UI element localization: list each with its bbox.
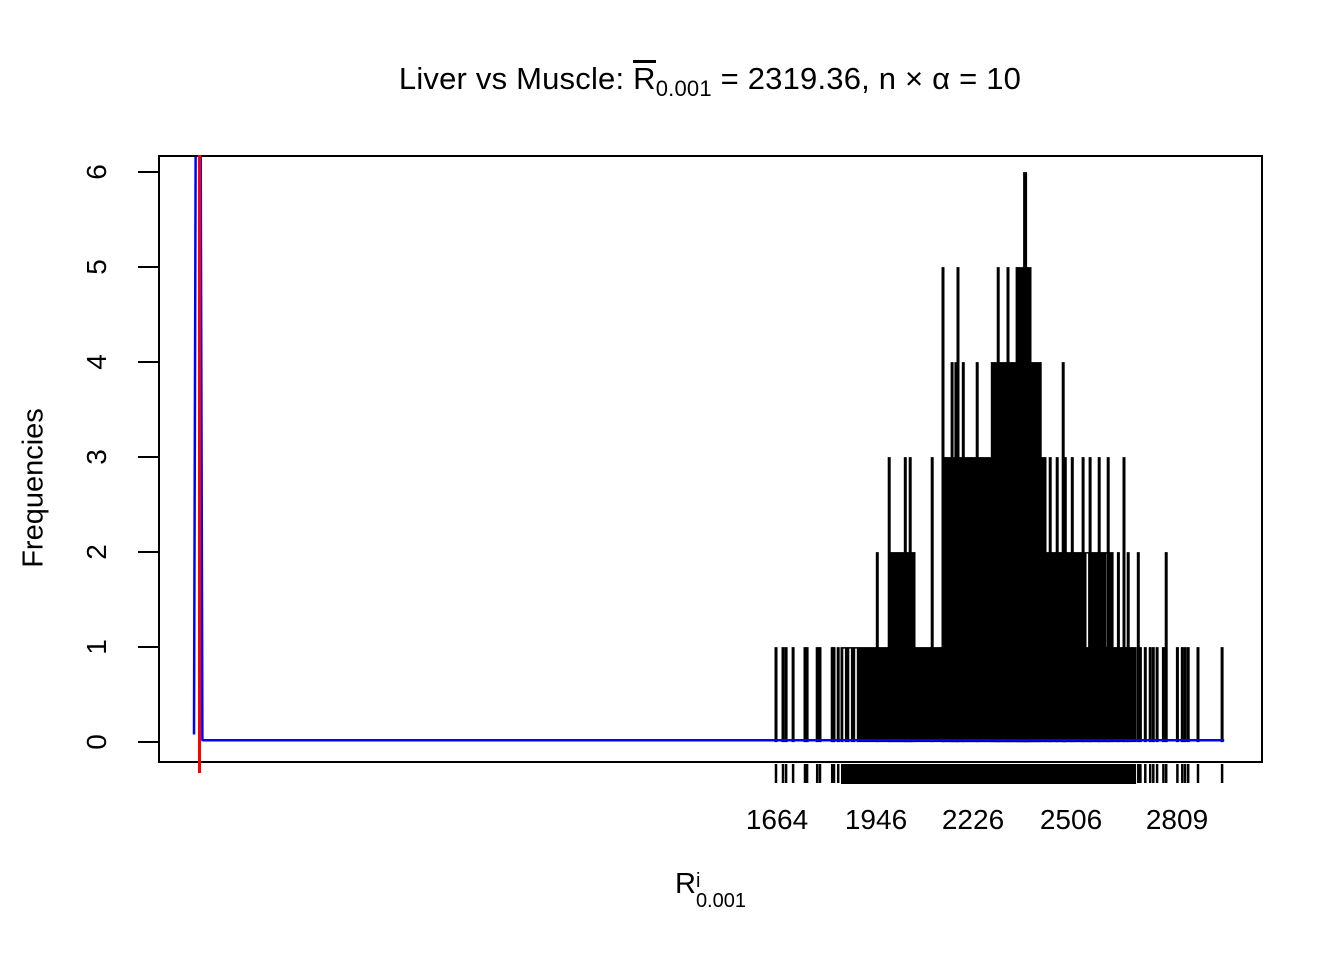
y-tick-label: 4 — [81, 354, 112, 370]
y-tick-mark — [138, 456, 158, 458]
x-tick-label: 1946 — [844, 804, 908, 835]
y-tick-label: 0 — [81, 734, 112, 750]
x-axis-rug — [774, 764, 1224, 784]
y-axis-label: Frequencies — [17, 408, 50, 568]
y-tick-mark — [138, 266, 158, 268]
x-tick-label: 2226 — [941, 804, 1005, 835]
red-vline — [197, 155, 201, 773]
x-label-base: R — [674, 868, 696, 900]
y-tick-mark — [138, 646, 158, 648]
density-curve — [192, 155, 1225, 742]
x-label-subscript: 0.001 — [695, 890, 746, 912]
x-tick-label: 2506 — [1039, 804, 1103, 835]
r-bar-symbol: R — [633, 60, 656, 96]
y-tick-mark — [138, 741, 158, 743]
x-label-scripts: i 0.001 — [696, 871, 746, 911]
plot-box-border — [158, 155, 1263, 763]
y-tick-label: 3 — [81, 449, 112, 465]
y-tick-label: 2 — [81, 544, 112, 560]
chart-title-prefix: Liver vs Muscle: — [398, 61, 634, 96]
y-tick-mark — [138, 361, 158, 363]
x-tick-label: 2809 — [1145, 804, 1209, 835]
chart-title: Liver vs Muscle: R0.001 = 2319.36, n × α… — [130, 60, 1290, 102]
y-tick-mark — [138, 551, 158, 553]
r-bar-subscript: 0.001 — [655, 76, 712, 101]
y-tick-label: 6 — [81, 164, 112, 180]
plot-data-layer — [192, 155, 1225, 743]
y-tick-label: 5 — [81, 259, 112, 275]
chart-title-suffix: = 2319.36, n × α = 10 — [711, 61, 1022, 96]
x-label-superscript: i — [695, 870, 701, 892]
x-tick-label: 1664 — [745, 804, 809, 835]
y-tick-label: 1 — [81, 639, 112, 655]
rug-band — [841, 764, 1137, 784]
y-tick-mark — [138, 171, 158, 173]
